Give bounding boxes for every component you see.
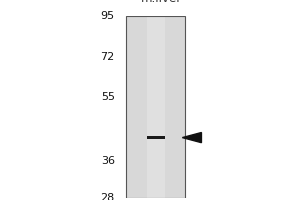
Text: 36: 36 [101,156,115,166]
Bar [127,16,185,198]
Polygon shape [182,132,202,143]
Text: 28: 28 [100,193,115,200]
Bar [147,136,165,139]
Text: m.liver: m.liver [141,0,182,5]
Text: 55: 55 [101,92,115,102]
Text: 95: 95 [100,11,115,21]
Bar [127,16,185,198]
Bar [147,16,165,198]
Text: 72: 72 [100,52,115,62]
